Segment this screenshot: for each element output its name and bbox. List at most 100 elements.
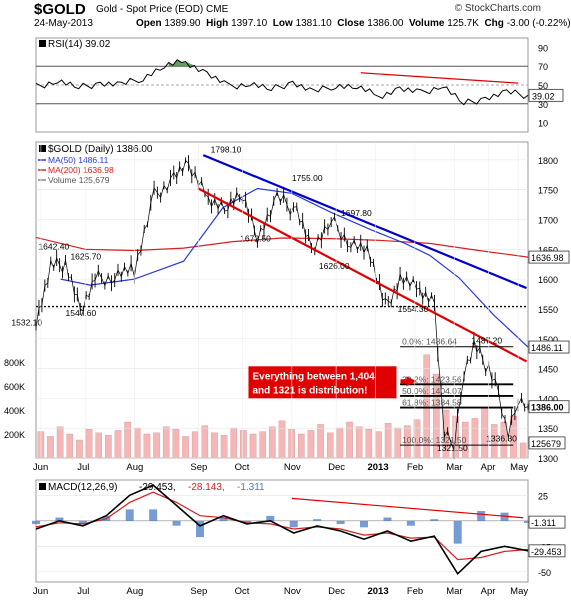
chart-description: Gold - Spot Price (EOD) CME xyxy=(96,4,228,15)
fib-level-label: 100.0%: 1321.50 xyxy=(402,435,467,445)
volume-bar xyxy=(249,433,257,459)
volume-bar xyxy=(47,436,54,459)
macd-hist-label: -1.311 xyxy=(237,482,265,493)
open-value: 1389.90 xyxy=(164,18,201,29)
price-x-tick-label: May xyxy=(510,462,528,473)
rsi-legend-swatch xyxy=(39,40,46,47)
macd-x-tick-label: Apr xyxy=(481,586,496,597)
volume-bar xyxy=(153,432,160,459)
volume-bar xyxy=(278,420,286,459)
macd-histogram-bar xyxy=(266,515,275,521)
price-annotation-label: 1626.00 xyxy=(319,261,350,271)
low-value: 1381.10 xyxy=(295,18,332,29)
chg-value: -3.00 (-0.22%) xyxy=(506,18,571,29)
volume-last-box xyxy=(528,436,566,450)
price-annotation-label: 1487.20 xyxy=(471,336,502,346)
volume-tick-label: 200K xyxy=(4,430,25,440)
macd-x-tick-label: Oct xyxy=(235,586,250,597)
rsi-last-value-box xyxy=(528,88,564,102)
price-x-tick-label: Jun xyxy=(33,462,48,473)
price-tick-label: 1700 xyxy=(538,216,558,226)
macd-tick-label: -50 xyxy=(538,568,551,578)
price-annotation-label: 1554.30 xyxy=(398,304,429,314)
price-annotation-label: 1697.80 xyxy=(341,208,372,218)
rsi-trendline xyxy=(360,72,519,84)
macd-histogram-bar xyxy=(406,520,415,526)
price-x-tick-label: Oct xyxy=(235,462,250,473)
close-value: 1386.00 xyxy=(367,18,404,29)
volume-label: Volume xyxy=(409,18,445,29)
volume-bar xyxy=(307,430,315,459)
macd-x-tick-label: 2013 xyxy=(367,586,388,597)
macd-histogram-bar xyxy=(55,517,64,521)
macd-x-tick-label: Dec xyxy=(328,586,345,597)
price-tick-label: 1650 xyxy=(538,245,558,255)
fib-level-label: 50.0%: 1404.07 xyxy=(402,386,462,396)
volume-bar xyxy=(259,431,266,459)
macd-x-tick-label: Feb xyxy=(407,586,423,597)
chart-symbol: $GOLD xyxy=(34,1,86,18)
volume-bar xyxy=(211,432,218,459)
macd-x-tick-label: Aug xyxy=(126,586,143,597)
price-x-tick-label: Dec xyxy=(328,462,345,473)
macd-panel-frame xyxy=(35,479,529,583)
price-annotation-label: 1547.60 xyxy=(66,308,97,318)
macd-histogram-bar xyxy=(360,520,368,528)
price-annotation-label: 1642.40 xyxy=(38,241,69,251)
fib-level-label: 38.2%: 1423.56 xyxy=(402,374,462,384)
volume-bar xyxy=(201,425,209,459)
macd-value-label: -29.453, xyxy=(139,482,176,493)
rsi-tick-label: 90 xyxy=(538,43,548,53)
volume-bar xyxy=(355,426,363,459)
ohlc-readout: Open 1389.90 High 1397.10 Low 1381.10 Cl… xyxy=(136,18,571,29)
rsi-line xyxy=(35,59,529,106)
macd-legend-swatch xyxy=(39,483,46,490)
macd-histogram-bar xyxy=(313,519,322,521)
price-last-value: 1386.00 xyxy=(531,403,564,413)
source-credit[interactable]: © StockCharts.com xyxy=(454,3,541,14)
volume-bar xyxy=(375,431,382,459)
macd-histogram-bar xyxy=(383,517,392,521)
volume-bar xyxy=(162,426,170,459)
macd-histogram-bar xyxy=(430,519,439,521)
macd-histogram-bar xyxy=(242,520,251,523)
macd-trendline xyxy=(291,497,524,519)
price-legend-swatch xyxy=(39,145,46,152)
legend-label: MA(50) 1486.11 xyxy=(48,155,109,165)
macd-histogram-bar xyxy=(453,520,462,544)
volume-bar xyxy=(346,421,353,459)
chg-label: Chg xyxy=(484,18,504,29)
rsi-tick-label: 50 xyxy=(538,81,548,91)
volume-tick-label: 400K xyxy=(4,406,25,416)
price-annotation-label: 1532.10 xyxy=(11,318,42,328)
macd-tick-label: 25 xyxy=(538,491,548,501)
price-tick-label: 1800 xyxy=(538,156,558,166)
price-annotation-label: 1625.70 xyxy=(70,251,101,261)
callout-box xyxy=(248,366,397,399)
volume-bar xyxy=(66,433,74,459)
price-last-value-box xyxy=(528,250,570,264)
callout-arrow-head xyxy=(406,376,417,387)
volume-bar xyxy=(182,436,189,459)
legend-label: MA(200) 1636.98 xyxy=(48,165,114,175)
macd-x-tick-label: Jun xyxy=(33,586,48,597)
price-annotation-label: 1321.50 xyxy=(437,443,468,453)
price-x-tick-label: Feb xyxy=(407,462,423,473)
macd-last-value: -29.453 xyxy=(531,547,562,557)
volume-bar xyxy=(105,435,112,459)
volume-bar xyxy=(76,439,83,459)
volume-bar xyxy=(394,427,402,459)
volume-bar xyxy=(298,433,305,459)
price-x-tick-label: Mar xyxy=(446,462,462,473)
price-x-tick-label: 2013 xyxy=(367,462,388,473)
volume-bar xyxy=(143,433,151,459)
exchange-text: CME xyxy=(206,4,229,15)
price-panel-frame xyxy=(35,141,529,459)
callout-arrow-shaft xyxy=(400,379,408,384)
rsi-tick-label: 10 xyxy=(538,119,548,129)
macd-x-tick-label: Nov xyxy=(284,586,301,597)
price-last-value-box xyxy=(528,400,570,414)
volume-bar xyxy=(317,424,324,459)
legend-label: Volume 125,679 xyxy=(48,175,110,185)
